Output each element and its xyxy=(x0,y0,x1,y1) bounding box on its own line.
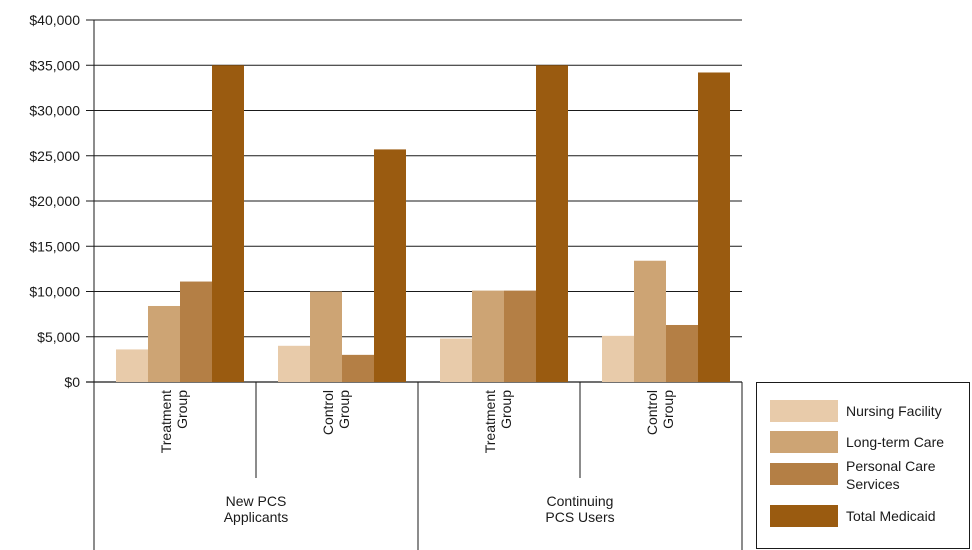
bar xyxy=(116,349,148,382)
y-tick-label: $10,000 xyxy=(29,284,80,300)
bar xyxy=(634,260,666,382)
legend-swatch xyxy=(770,505,838,527)
y-tick-label: $40,000 xyxy=(29,12,80,28)
y-tick-label: $25,000 xyxy=(29,148,80,164)
y-tick-label: $30,000 xyxy=(29,103,80,119)
legend-swatch xyxy=(770,431,838,453)
bar xyxy=(148,305,180,382)
legend-swatch xyxy=(770,463,838,485)
bar xyxy=(374,149,406,382)
y-tick-label: $20,000 xyxy=(29,193,80,209)
bar xyxy=(342,354,374,382)
x-tick-label: TreatmentGroup xyxy=(482,390,514,453)
bar xyxy=(440,338,472,382)
bar xyxy=(310,291,342,382)
legend-label: Nursing Facility xyxy=(846,403,942,419)
bar xyxy=(602,335,634,382)
bar xyxy=(180,281,212,382)
y-tick-label: $0 xyxy=(64,374,80,390)
bar xyxy=(536,65,568,382)
bar xyxy=(278,345,310,382)
legend-label: Total Medicaid xyxy=(846,508,936,524)
bars xyxy=(116,65,730,383)
legend-label: Personal Care Services xyxy=(846,458,936,492)
axes xyxy=(93,20,743,550)
y-axis-ticks: $0 $5,000 $10,000 $15,000 $20,000 $25,000 $30,… xyxy=(29,12,80,390)
bar xyxy=(212,65,244,382)
bar xyxy=(504,290,536,382)
legend: Nursing Facility Long-term Care Personal C… xyxy=(756,382,970,549)
y-tick-label: $35,000 xyxy=(29,57,80,73)
x-tick-label: ControlGroup xyxy=(320,390,352,435)
group-label: New PCS Applicants xyxy=(224,493,289,525)
legend-swatch xyxy=(770,400,838,422)
y-tick-label: $15,000 xyxy=(29,238,80,254)
bar xyxy=(698,72,730,383)
legend-label: Long-term Care xyxy=(846,434,944,450)
x-tick-label: TreatmentGroup xyxy=(158,390,190,453)
group-label: Continuing PCS Users xyxy=(545,493,614,525)
x-tick-label: ControlGroup xyxy=(644,390,676,435)
category-labels: TreatmentGroup ControlGroup New PCS Applica… xyxy=(158,390,676,525)
bar xyxy=(472,290,504,382)
y-tick-label: $5,000 xyxy=(37,329,80,345)
bar xyxy=(666,324,698,382)
